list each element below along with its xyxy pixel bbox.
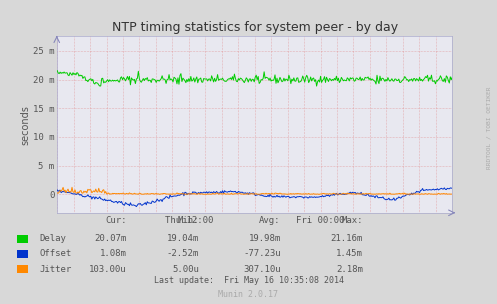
- Text: 307.10u: 307.10u: [243, 264, 281, 274]
- Text: -77.23u: -77.23u: [243, 249, 281, 258]
- Text: 1.45m: 1.45m: [336, 249, 363, 258]
- Text: Cur:: Cur:: [105, 216, 127, 226]
- Text: RRDTOOL / TOBI OETIKER: RRDTOOL / TOBI OETIKER: [486, 86, 491, 169]
- Text: Delay: Delay: [40, 234, 67, 243]
- Text: Munin 2.0.17: Munin 2.0.17: [219, 290, 278, 299]
- Text: 5.00u: 5.00u: [172, 264, 199, 274]
- Text: Jitter: Jitter: [40, 264, 72, 274]
- Text: 2.18m: 2.18m: [336, 264, 363, 274]
- Text: -2.52m: -2.52m: [166, 249, 199, 258]
- Text: 19.04m: 19.04m: [166, 234, 199, 243]
- Y-axis label: seconds: seconds: [20, 105, 30, 145]
- Text: 21.16m: 21.16m: [331, 234, 363, 243]
- Text: 20.07m: 20.07m: [94, 234, 127, 243]
- Text: Last update:  Fri May 16 10:35:08 2014: Last update: Fri May 16 10:35:08 2014: [154, 276, 343, 285]
- Text: Offset: Offset: [40, 249, 72, 258]
- Text: Avg:: Avg:: [259, 216, 281, 226]
- Title: NTP timing statistics for system peer - by day: NTP timing statistics for system peer - …: [112, 21, 398, 34]
- Text: 103.00u: 103.00u: [89, 264, 127, 274]
- Text: 1.08m: 1.08m: [100, 249, 127, 258]
- Text: 19.98m: 19.98m: [248, 234, 281, 243]
- Text: Max:: Max:: [341, 216, 363, 226]
- Text: Min:: Min:: [177, 216, 199, 226]
